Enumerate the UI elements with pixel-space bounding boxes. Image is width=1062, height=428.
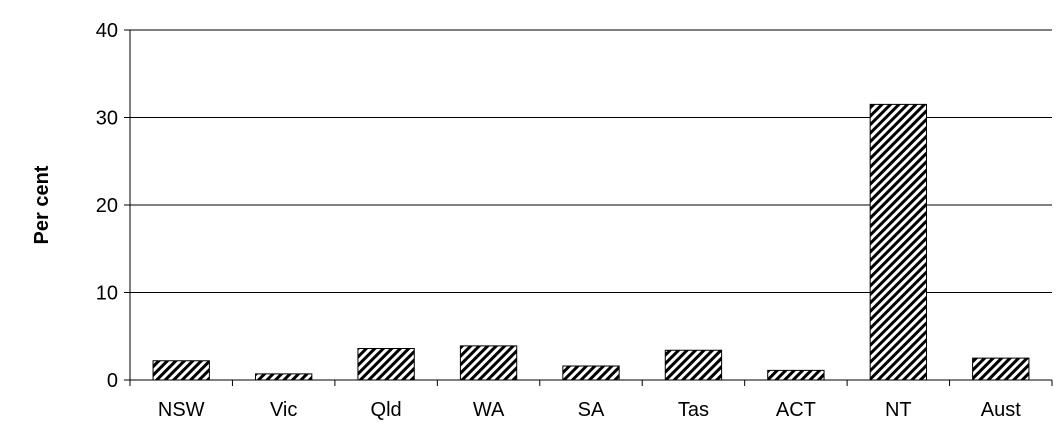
bar-tas xyxy=(664,349,723,381)
y-tick-label: 10 xyxy=(96,283,118,305)
y-tick-label: 20 xyxy=(96,195,118,217)
bar-vic xyxy=(254,373,313,381)
x-tick-label: WA xyxy=(473,399,505,421)
x-tick-label: Vic xyxy=(270,399,297,421)
x-tick-label: Tas xyxy=(678,399,709,421)
x-tick-label: ACT xyxy=(776,399,816,421)
bar-act xyxy=(767,369,825,381)
bar-nt xyxy=(869,103,928,381)
x-tick-label: NT xyxy=(885,399,912,421)
tick-labels: 0 10 20 30 40 NSW Vic Qld WA SA Tas ACT NT Aust xyxy=(96,20,1021,421)
axes xyxy=(124,29,1053,386)
y-tick-label: 40 xyxy=(96,20,118,42)
y-tick-label: 30 xyxy=(96,108,118,130)
bars xyxy=(152,103,1030,381)
y-tick-label: 0 xyxy=(107,370,118,392)
x-tick-label: Qld xyxy=(371,399,402,421)
x-tick-label: SA xyxy=(578,399,605,421)
y-axis-label: Per cent xyxy=(31,165,53,244)
x-tick-label: Aust xyxy=(981,399,1021,421)
bar-qld xyxy=(357,348,415,381)
bar-aust xyxy=(972,357,1030,381)
bar-wa xyxy=(459,345,518,381)
bar-sa xyxy=(562,365,620,381)
x-tick-label: NSW xyxy=(158,399,205,421)
bar-nsw xyxy=(152,360,210,381)
